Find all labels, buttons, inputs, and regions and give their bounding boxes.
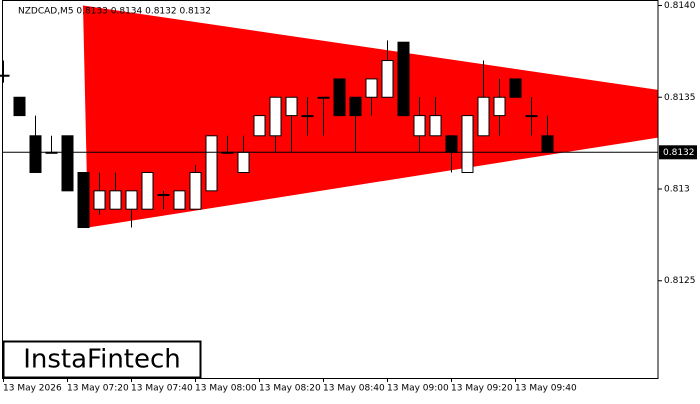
current-price-box	[659, 145, 697, 160]
x-tick-label: 13 May 07:20	[67, 384, 129, 394]
candle-body	[317, 96, 330, 99]
y-tick-label: 0.8125	[664, 276, 696, 286]
x-tick-label: 13 May 09:20	[451, 384, 513, 394]
candle-body	[461, 115, 474, 173]
x-tick-label: 13 May 08:40	[323, 384, 385, 394]
x-tick-label: 13 May 2026	[3, 384, 62, 394]
y-tick-label: 0.8135	[664, 93, 696, 103]
candle-body	[61, 135, 74, 192]
triangle-pattern	[83, 5, 658, 228]
y-tick-label: 0.813	[664, 185, 690, 195]
candle-body	[541, 135, 554, 153]
candle-body	[477, 96, 490, 137]
logo-box	[2, 340, 202, 379]
candle-body	[13, 96, 26, 117]
candle-body	[365, 78, 378, 98]
y-tick-label: 0.8140	[664, 1, 696, 11]
candle-body	[349, 96, 362, 117]
candle-body	[509, 78, 522, 98]
candle-body	[381, 60, 394, 98]
plot	[0, 5, 658, 229]
watermark: InstaFintech	[23, 345, 181, 375]
x-tick-label: 13 May 07:40	[131, 384, 193, 394]
candle-body	[173, 190, 186, 210]
candle-body	[445, 135, 458, 153]
candle-body	[413, 115, 426, 137]
candle-body	[493, 96, 506, 117]
candle-body	[77, 171, 90, 229]
candle-body	[333, 78, 346, 117]
x-tick-label: 13 May 09:40	[515, 384, 577, 394]
candle-body	[157, 194, 170, 197]
candle-body	[269, 96, 282, 137]
candle-body	[285, 96, 298, 117]
x-tick-label: 13 May 09:00	[387, 384, 449, 394]
candle-body	[237, 151, 250, 173]
candle-body	[429, 115, 442, 137]
candle-body	[397, 41, 410, 117]
candle-body	[125, 190, 138, 210]
candle-body	[0, 74, 10, 77]
candle-body	[525, 115, 538, 118]
candle-body	[189, 171, 202, 210]
x-tick-label: 13 May 08:00	[195, 384, 257, 394]
candle-body	[301, 115, 314, 118]
candle-body	[29, 135, 42, 173]
current-price-label: 0.8132	[663, 148, 695, 158]
chart-title: NZDCAD,M5 0.8133 0.8134 0.8132 0.8132	[18, 7, 211, 17]
candle-body	[205, 135, 218, 192]
candle-body	[93, 190, 106, 210]
candle-body	[253, 115, 266, 137]
candle-body	[109, 190, 122, 210]
candle-body	[141, 171, 154, 210]
x-tick-label: 13 May 08:20	[259, 384, 321, 394]
